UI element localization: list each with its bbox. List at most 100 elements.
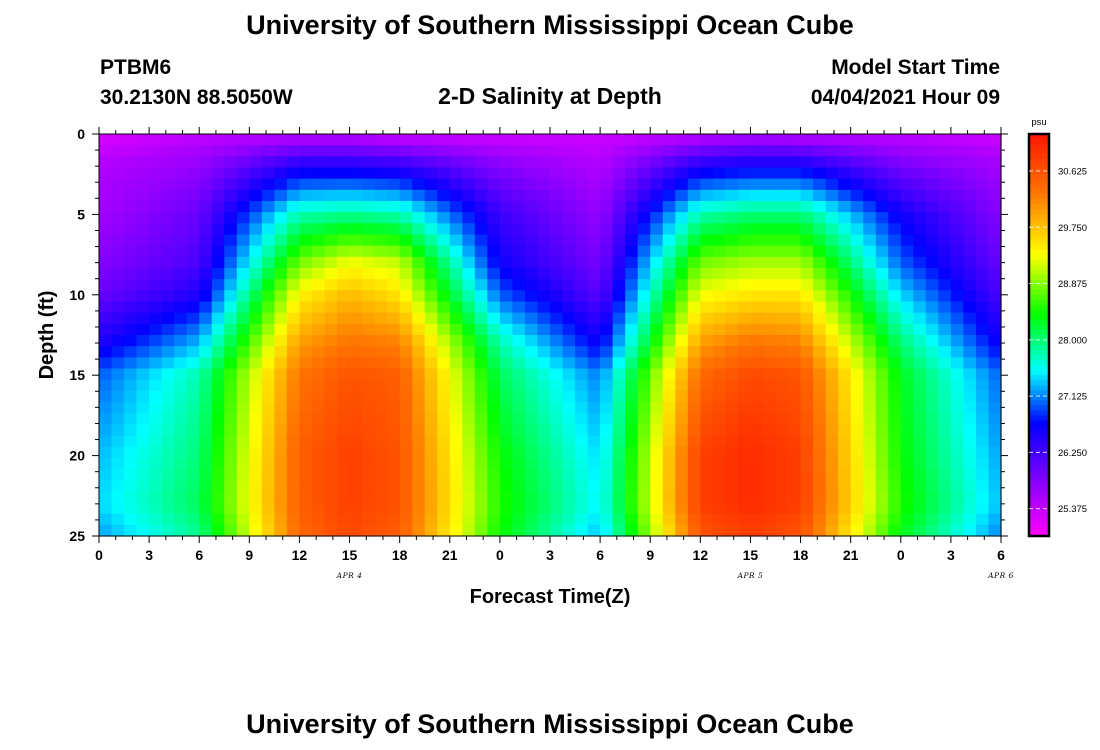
heatmap-cell (813, 245, 827, 258)
heatmap-cell (800, 178, 814, 191)
heatmap-cell (512, 346, 526, 358)
heatmap-cell (762, 212, 777, 224)
heatmap-cell (550, 390, 564, 403)
heatmap-cell (337, 390, 351, 403)
heatmap-cell (186, 134, 200, 146)
heatmap-cell (424, 201, 438, 213)
heatmap-cell (550, 156, 564, 169)
heatmap-cell (775, 134, 789, 146)
colorbar-tick-label: 30.625 (1058, 166, 1087, 177)
heatmap-cell (888, 469, 902, 481)
heatmap-cell (412, 323, 426, 336)
heatmap-cell (174, 502, 188, 515)
heatmap-cell (925, 502, 939, 515)
heatmap-cell (437, 212, 451, 224)
colorbar-swatch (1029, 229, 1049, 236)
heatmap-cell (499, 223, 514, 236)
heatmap-cell (537, 390, 551, 403)
heatmap-cell (650, 390, 664, 403)
heatmap-cell (374, 346, 388, 358)
heatmap-cell (762, 346, 777, 358)
heatmap-cell (587, 469, 601, 481)
heatmap-cell (161, 245, 175, 258)
heatmap-cell (925, 335, 939, 347)
heatmap-cell (612, 156, 626, 169)
heatmap-cell (963, 234, 977, 247)
heatmap-cell (437, 134, 451, 146)
heatmap-cell (737, 145, 752, 157)
heatmap-cell (550, 178, 564, 191)
heatmap-cell (975, 335, 990, 347)
heatmap-cell (775, 402, 789, 414)
heatmap-cell (950, 457, 965, 470)
heatmap-cell (224, 268, 238, 280)
heatmap-cell (374, 524, 388, 537)
heatmap-cell (286, 201, 301, 213)
heatmap-cell (124, 279, 138, 291)
heatmap-cell (900, 390, 914, 403)
heatmap-cell (562, 189, 576, 202)
heatmap-cell (712, 413, 726, 425)
heatmap-cell (324, 513, 338, 526)
page-title-top: University of Southern Mississippi Ocean… (246, 10, 854, 40)
heatmap-cell (888, 524, 902, 537)
heatmap-cell (813, 290, 827, 303)
colorbar-swatch (1029, 319, 1049, 326)
heatmap-cell (900, 346, 914, 358)
heatmap-cell (362, 189, 376, 202)
heatmap-cell (224, 145, 238, 157)
heatmap-cell (99, 469, 113, 481)
heatmap-cell (913, 290, 927, 303)
heatmap-cell (449, 480, 463, 492)
heatmap-cell (261, 469, 275, 481)
heatmap-cell (863, 457, 877, 470)
heatmap-cell (474, 234, 488, 247)
heatmap-cell (324, 178, 338, 191)
heatmap-cell (600, 312, 614, 325)
heatmap-cell (449, 156, 463, 169)
heatmap-cell (700, 491, 714, 504)
heatmap-cell (311, 268, 326, 280)
heatmap-cell (249, 323, 263, 336)
heatmap-cell (788, 357, 802, 370)
heatmap-cell (199, 268, 213, 280)
y-tick-label: 10 (69, 287, 85, 303)
heatmap-cell (900, 301, 914, 314)
heatmap-cell (149, 502, 163, 515)
heatmap-cell (687, 301, 701, 314)
heatmap-cell (662, 457, 676, 470)
heatmap-cell (737, 435, 752, 448)
heatmap-cell (211, 491, 225, 504)
heatmap-cell (311, 134, 326, 146)
heatmap-cell (249, 145, 263, 157)
heatmap-cell (274, 189, 288, 202)
heatmap-cell (575, 156, 589, 169)
heatmap-cell (825, 134, 839, 146)
heatmap-cell (424, 189, 438, 202)
heatmap-cell (449, 446, 463, 459)
heatmap-cell (161, 268, 175, 280)
heatmap-cell (888, 178, 902, 191)
heatmap-cell (261, 424, 275, 437)
heatmap-cell (700, 524, 714, 537)
heatmap-cell (725, 145, 739, 157)
heatmap-cell (938, 134, 952, 146)
colorbar-tick-label: 26.250 (1058, 448, 1087, 459)
heatmap-cell (474, 357, 488, 370)
heatmap-cell (487, 446, 501, 459)
heatmap-cell (374, 323, 388, 336)
heatmap-cell (299, 301, 313, 314)
heatmap-cell (174, 245, 188, 258)
heatmap-cell (875, 279, 889, 291)
heatmap-cell (474, 335, 488, 347)
heatmap-cell (261, 312, 275, 325)
heatmap-cell (349, 357, 363, 370)
heatmap-cell (399, 413, 413, 425)
heatmap-cell (149, 357, 163, 370)
heatmap-cell (249, 469, 263, 481)
heatmap-cell (274, 167, 288, 180)
heatmap-cell (374, 301, 388, 314)
heatmap-cell (988, 368, 1002, 381)
heatmap-cell (550, 167, 564, 180)
heatmap-cell (412, 156, 426, 169)
